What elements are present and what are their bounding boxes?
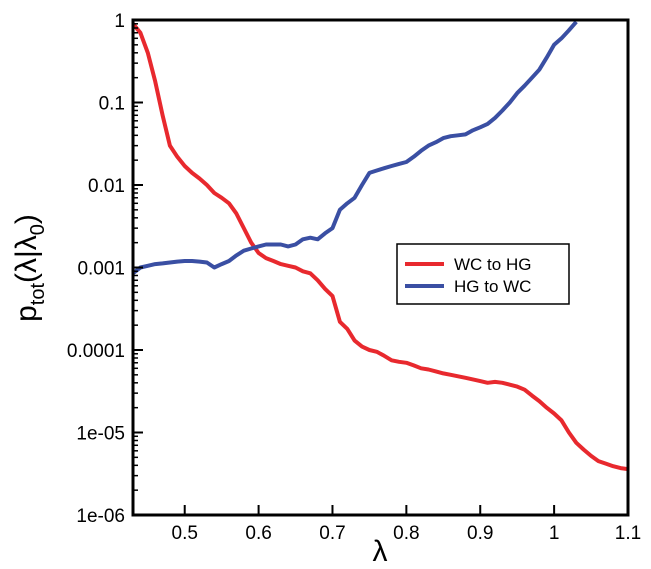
x-tick-label: 0.7 [319,523,345,544]
x-tick-label: 1.1 [615,523,641,544]
y-tick-label: 0.001 [77,259,125,280]
legend-label-hg-to-wc: HG to WC [454,277,531,296]
y-axis-title-close: ) [10,214,43,224]
x-tick-label: 0.5 [172,523,198,544]
y-axis-title-sub: tot [27,283,49,306]
y-tick-label: 0.1 [99,94,125,115]
ticks-layer: 0.5 0.6 0.7 0.8 0.9 1 1.1 1 0.1 0.01 0.001 0.0001 1e… [67,11,641,544]
y-axis-title-main: p [10,305,43,322]
y-tick-label: 0.01 [88,176,125,197]
y-tick-label: 0.0001 [67,341,125,362]
legend-label-wc-to-hg: WC to HG [454,255,531,274]
x-tick-label: 0.6 [245,523,271,544]
y-axis-title: ptot(λ|λ0) [10,214,49,322]
series-line-wc-to-hg [133,22,628,472]
series-line-hg-to-wc [133,20,578,275]
y-axis-title-open: (λ|λ [10,235,43,283]
legend: WC to HG HG to WC [396,243,570,305]
legend-box [396,243,570,305]
y-axis-title-sub0: 0 [27,224,49,235]
y-tick-label: 1e-05 [76,424,125,445]
y-tick-label: 1e-06 [76,506,125,527]
x-tick-label: 0.9 [467,523,493,544]
x-tick-label: 1 [549,523,560,544]
x-tick-label: 0.8 [393,523,419,544]
x-axis-title: λ [373,535,388,568]
y-tick-label: 1 [114,11,125,32]
series-layer [133,20,628,472]
